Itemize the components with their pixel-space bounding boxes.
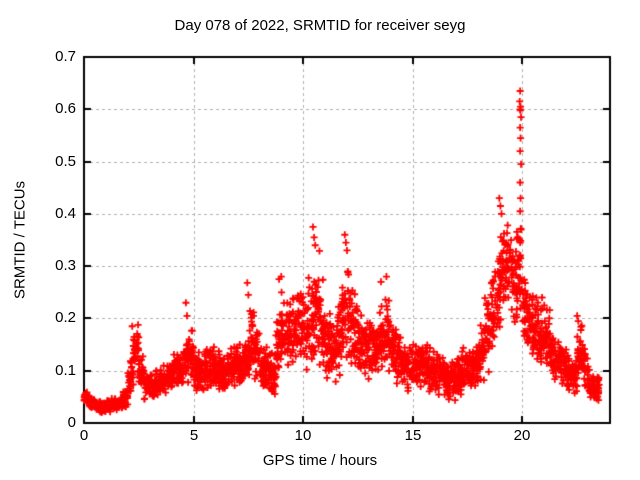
x-tick-label: 20: [513, 427, 531, 444]
x-tick-label: 10: [294, 427, 312, 444]
y-tick-label: 0.7: [55, 48, 76, 65]
y-tick-label: 0: [67, 414, 76, 431]
x-tick-label: 5: [189, 427, 199, 444]
y-tick-label: 0.6: [55, 100, 76, 117]
y-tick-label: 0.2: [55, 309, 76, 326]
y-tick-label: 0.5: [55, 153, 76, 170]
y-tick-label: 0.3: [55, 257, 76, 274]
y-tick-label: 0.4: [55, 205, 76, 222]
y-tick-label: 0.1: [55, 362, 76, 379]
chart-title: Day 078 of 2022, SRMTID for receiver sey…: [174, 17, 466, 34]
x-axis-label: GPS time / hours: [262, 452, 378, 469]
x-tick-label: 0: [79, 427, 89, 444]
y-axis-label-text: SRMTID / TECUs: [11, 180, 29, 300]
x-tick-label: 15: [404, 427, 422, 444]
